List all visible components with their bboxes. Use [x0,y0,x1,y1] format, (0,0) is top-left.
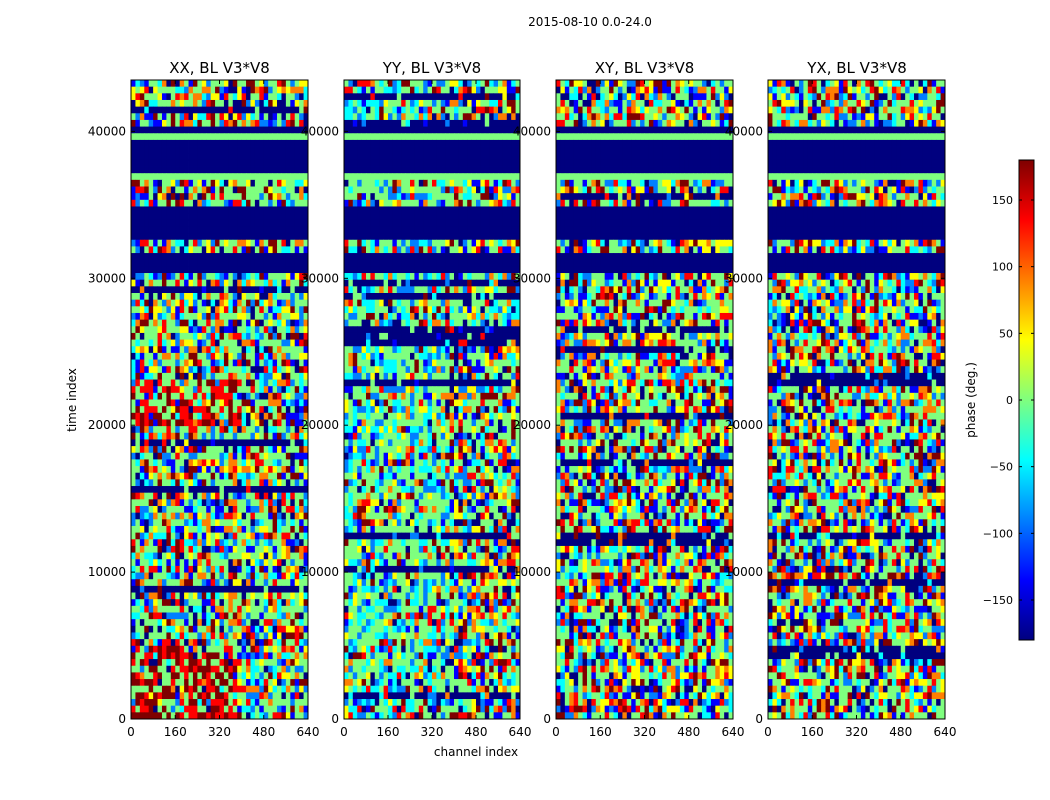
x-tick-label: 640 [297,725,320,739]
colorbar-tick-label: −150 [983,594,1013,607]
x-tick-label: 0 [764,725,772,739]
colorbar-tick-label: 150 [992,194,1013,207]
panel-title-xy: XY, BL V3*V8 [595,59,695,77]
heatmap-panel-yx [767,79,946,720]
x-axis-label: channel index [434,745,518,759]
heatmap-panel-xx [130,79,309,720]
x-tick-label: 0 [552,725,560,739]
x-tick-label: 320 [633,725,656,739]
panel-title-yx: YX, BL V3*V8 [806,59,907,77]
x-tick-label: 480 [465,725,488,739]
y-tick-label: 40000 [513,124,551,138]
y-tick-label: 20000 [725,418,763,432]
y-tick-label: 40000 [301,124,339,138]
panel-title-yy: YY, BL V3*V8 [382,59,481,77]
x-tick-label: 160 [377,725,400,739]
colorbar-tick-label: −50 [990,461,1013,474]
x-tick-label: 320 [421,725,444,739]
x-tick-label: 320 [845,725,868,739]
axis-ticks: 0 160 320 480 640 0 10000 20000 30000 40000 0 160 32… [88,80,957,739]
y-tick-label: 30000 [513,271,551,285]
x-tick-label: 160 [164,725,187,739]
x-tick-label: 640 [934,725,957,739]
x-tick-label: 480 [889,725,912,739]
y-tick-label: 20000 [88,418,126,432]
panel-title-xx: XX, BL V3*V8 [169,59,270,77]
x-tick-label: 160 [589,725,612,739]
colorbar-tick-label: −100 [983,527,1013,540]
y-tick-label: 0 [331,712,339,726]
x-tick-label: 480 [252,725,275,739]
x-tick-label: 640 [722,725,745,739]
x-tick-label: 640 [509,725,532,739]
x-tick-label: 480 [677,725,700,739]
colorbar-tick-label: 50 [999,327,1013,340]
y-tick-label: 0 [543,712,551,726]
y-tick-label: 20000 [301,418,339,432]
y-tick-label: 0 [118,712,126,726]
heatmap-panel-xy [555,79,734,720]
y-tick-label: 20000 [513,418,551,432]
x-tick-label: 320 [208,725,231,739]
y-axis-label: time index [65,368,79,432]
y-tick-label: 30000 [301,271,339,285]
y-tick-label: 30000 [725,271,763,285]
y-tick-label: 30000 [88,271,126,285]
y-tick-label: 40000 [725,124,763,138]
y-tick-label: 40000 [88,124,126,138]
x-tick-label: 160 [801,725,824,739]
y-tick-label: 10000 [513,565,551,579]
x-tick-label: 0 [340,725,348,739]
y-tick-label: 10000 [301,565,339,579]
colorbar-tick-label: 100 [992,261,1013,274]
colorbar-label: phase (deg.) [964,362,978,438]
figure-suptitle: 2015-08-10 0.0-24.0 [528,15,652,29]
colorbar: 150 100 50 0 −50 −100 −150 phase (deg.) [964,159,1035,641]
y-tick-label: 0 [755,712,763,726]
y-tick-label: 10000 [725,565,763,579]
colorbar-tick-label: 0 [1006,394,1013,407]
y-tick-label: 10000 [88,565,126,579]
heatmap-panel-yy [343,79,521,720]
x-tick-label: 0 [127,725,135,739]
